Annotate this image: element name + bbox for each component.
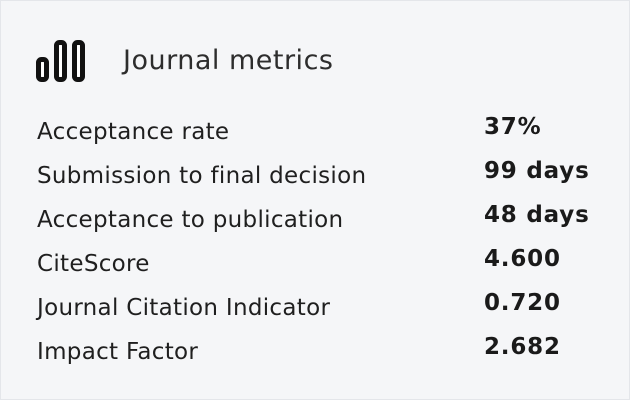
metric-value: 48 days <box>484 202 590 228</box>
metric-row: Journal Citation Indicator 0.720 <box>1 290 629 335</box>
metric-value: 2.682 <box>484 334 561 360</box>
metric-label: CiteScore <box>37 251 150 277</box>
icon-bar <box>36 57 49 82</box>
metric-label: Impact Factor <box>37 339 199 365</box>
metric-row: Acceptance rate 37% <box>1 114 629 159</box>
metric-value: 4.600 <box>484 246 561 272</box>
icon-bar <box>54 40 67 82</box>
metric-row: Submission to final decision 99 days <box>1 158 629 203</box>
metric-value: 99 days <box>484 158 590 184</box>
metric-value: 0.720 <box>484 290 561 316</box>
metric-row: Acceptance to publication 48 days <box>1 202 629 247</box>
metric-value: 37% <box>484 114 542 140</box>
metric-label: Acceptance rate <box>37 119 230 145</box>
metric-row: Impact Factor 2.682 <box>1 334 629 379</box>
card-title: Journal metrics <box>123 45 334 76</box>
metric-label: Acceptance to publication <box>37 207 344 233</box>
icon-bar <box>72 40 85 82</box>
metric-row: CiteScore 4.600 <box>1 246 629 291</box>
metric-label: Journal Citation Indicator <box>37 295 331 321</box>
metric-label: Submission to final decision <box>37 163 367 189</box>
chart-icon <box>36 40 85 82</box>
